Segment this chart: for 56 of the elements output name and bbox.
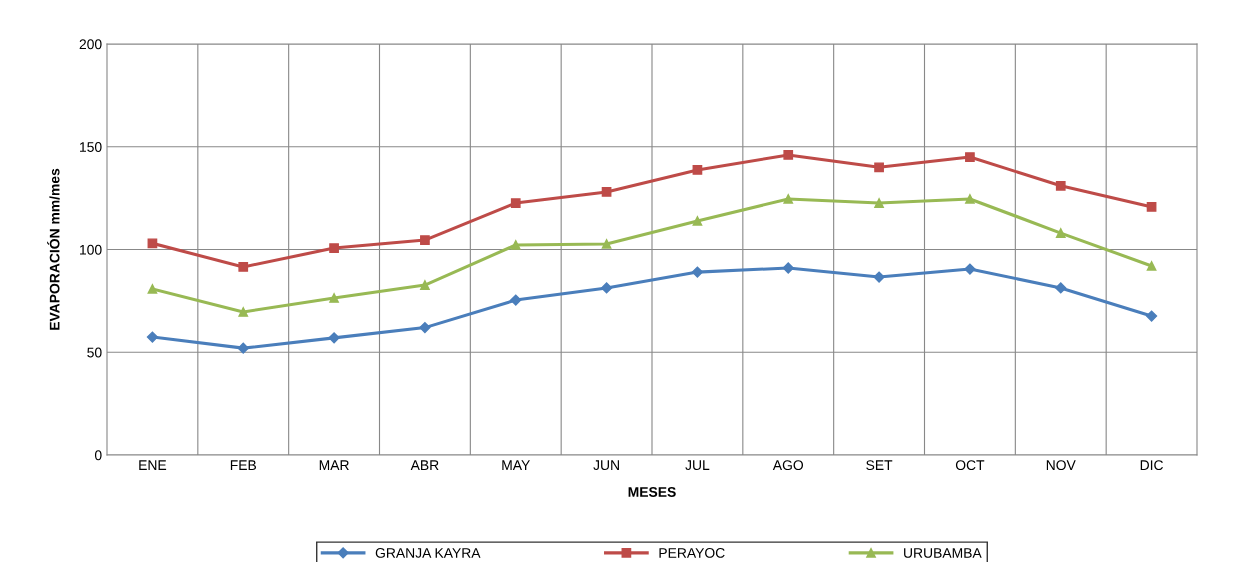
point [692,216,703,226]
point [420,280,430,290]
point [510,198,521,208]
point [510,240,521,250]
x-tick-label: OCT [955,460,985,471]
point [419,321,431,334]
point [146,331,159,343]
x-tick-label: ENE [139,460,167,470]
point [965,194,975,204]
point [238,307,249,317]
y-tick-label: 200 [79,39,102,50]
x-tick-label: NOV [1046,460,1076,471]
point [1146,202,1157,212]
x-tick-label: MAY [502,460,530,470]
x-tick-label: ABR [410,460,439,470]
point [147,238,158,249]
point [237,342,249,354]
y-tick-label: 150 [80,142,102,152]
x-tick-label: SET [866,460,893,471]
y-tick-label: 0 [94,450,102,461]
point [874,198,884,208]
point [782,262,794,274]
point [692,165,703,175]
legend-label: GRANJA KAYRA [375,548,481,558]
x-axis-title: MESES [628,487,676,497]
legend-label: URUBAMBA [904,548,982,558]
point [329,293,339,303]
y-tick-label: 100 [80,244,102,255]
y-tick-label: 50 [87,347,102,358]
point [965,152,975,162]
point [873,271,885,283]
point [1145,310,1158,322]
x-tick-label: DIC [1140,460,1164,471]
point [1146,261,1157,271]
x-tick-label: JUL [685,460,710,471]
point [510,294,522,306]
point [328,332,340,344]
point [1055,282,1067,294]
point [238,262,249,272]
point [600,282,613,294]
point [1055,180,1066,191]
x-tick-label: FEB [230,460,257,470]
x-tick-label: JUN [593,460,619,471]
point [601,239,612,249]
point [147,284,158,294]
point [874,162,884,173]
y-axis-title: EVAPORACIÓN mm/mes [47,168,60,330]
point [783,194,794,204]
x-tick-label: MAR [319,460,349,470]
point [1055,228,1066,238]
x-tick-label: AGO [772,460,804,471]
point [783,150,794,160]
point [420,235,430,245]
point [601,187,612,197]
legend-label: PERAYOC [659,548,725,558]
point [329,243,339,253]
